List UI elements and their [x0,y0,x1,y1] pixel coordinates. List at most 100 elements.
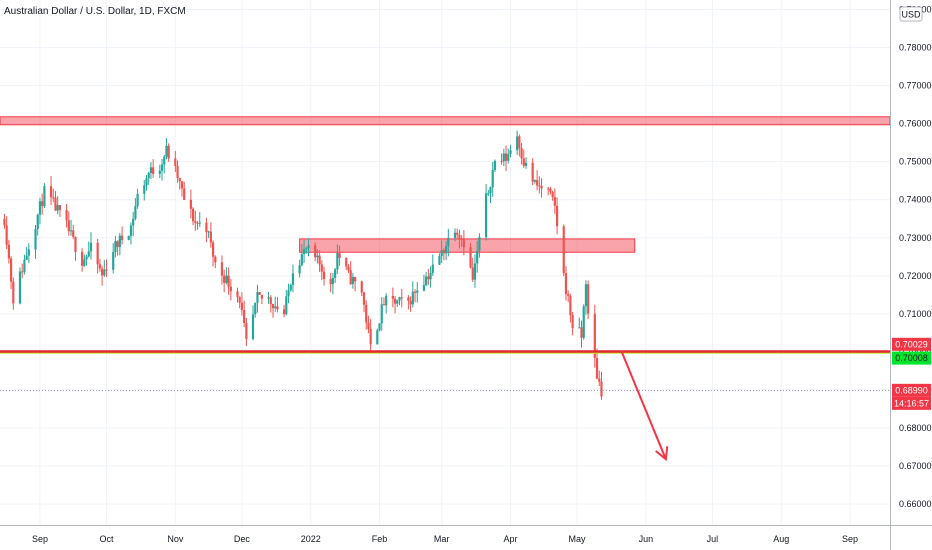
candle-body [600,381,603,397]
candle-body [220,262,224,276]
candle-body [316,255,319,258]
candle-body [458,234,461,239]
candle-body [569,295,572,316]
candle-body [243,309,246,324]
candle-body [85,256,88,260]
x-tick-label: May [569,534,587,544]
candle-body [571,315,574,329]
candle-body [469,247,472,268]
candle-body [134,206,137,219]
candle-body [269,297,272,305]
candle-body [385,295,388,306]
chart-title: Australian Dollar / U.S. Dollar, 1D, FXC… [4,6,186,17]
candle-body [12,281,15,304]
candle-body [238,297,241,303]
candle-body [320,264,323,272]
candle-body [314,245,317,258]
price-badges: 0.70029 0.70008 0.68990 14:16:57 [892,337,931,410]
candle-body [538,185,541,187]
candle-body [118,235,121,248]
candle-body [198,222,201,224]
candle-body [38,201,42,215]
candle-body [291,273,295,285]
currency-label: USD [901,10,921,20]
candle-body [380,304,383,324]
candle-body [382,304,386,306]
price-badge [892,383,931,397]
candle-body [74,236,77,252]
candle-body [178,177,181,182]
candle-body [489,187,492,194]
candle-body [300,254,303,266]
candle-body [429,272,432,280]
x-tick-label: Nov [167,534,184,544]
candle-body [127,235,130,240]
candle-body [21,271,24,273]
candle-body [194,221,197,223]
candle-body [549,188,552,192]
candle-body [176,166,179,178]
candle-body [274,306,277,309]
candle-body [129,225,133,236]
x-tick-label: 2022 [301,534,321,544]
candle-body [598,378,601,382]
candle-body [149,167,153,173]
candle-body [132,218,135,226]
candle-body [425,276,428,286]
candle-body [516,136,519,151]
candle-body [58,205,62,210]
candle-body [491,169,494,188]
candle-body [338,253,341,258]
candle-body [285,296,288,315]
candle-body [442,250,445,254]
candle-body [302,249,306,255]
candle-body [487,193,490,195]
candle-body [478,237,481,251]
candle-body [18,271,22,304]
candle-body [209,231,212,243]
candle-body [83,259,86,266]
candle-body [163,156,166,165]
x-tick-label: Mar [434,534,450,544]
candle-body [56,205,59,211]
candle-body [409,300,412,305]
candle-body [398,297,401,301]
candle-body [89,242,93,252]
x-tick-label: Dec [234,534,251,544]
candle-body [504,153,508,161]
candle-body [227,275,230,287]
candle-body [214,256,217,263]
candle-body [438,256,441,265]
candle-body [103,269,106,276]
x-tick-label: Jul [707,534,719,544]
candle-body [5,225,8,245]
candle-body [254,302,257,315]
candle-body [191,208,195,222]
candle-body [260,294,263,299]
candle-body [520,148,523,159]
candles [3,130,603,400]
candle-body [334,269,337,278]
currency-button[interactable] [899,6,923,22]
candle-body [360,281,363,293]
candle-body [36,214,39,230]
candle-body [116,241,119,248]
candle-body [460,238,463,240]
candle-body [165,145,168,157]
candle-body [562,226,565,274]
y-tick-label: 0.67000 [899,461,932,471]
candle-body [43,186,46,207]
candle-body [145,178,148,186]
candle-body [318,255,321,265]
candle-body [567,294,570,296]
y-tick-label: 0.72000 [899,271,932,281]
candle-body [518,136,521,149]
candle-body [411,291,414,305]
candle-body [551,191,554,198]
candle-body [431,264,434,273]
candle-body [456,232,459,235]
candle-body [553,197,556,206]
